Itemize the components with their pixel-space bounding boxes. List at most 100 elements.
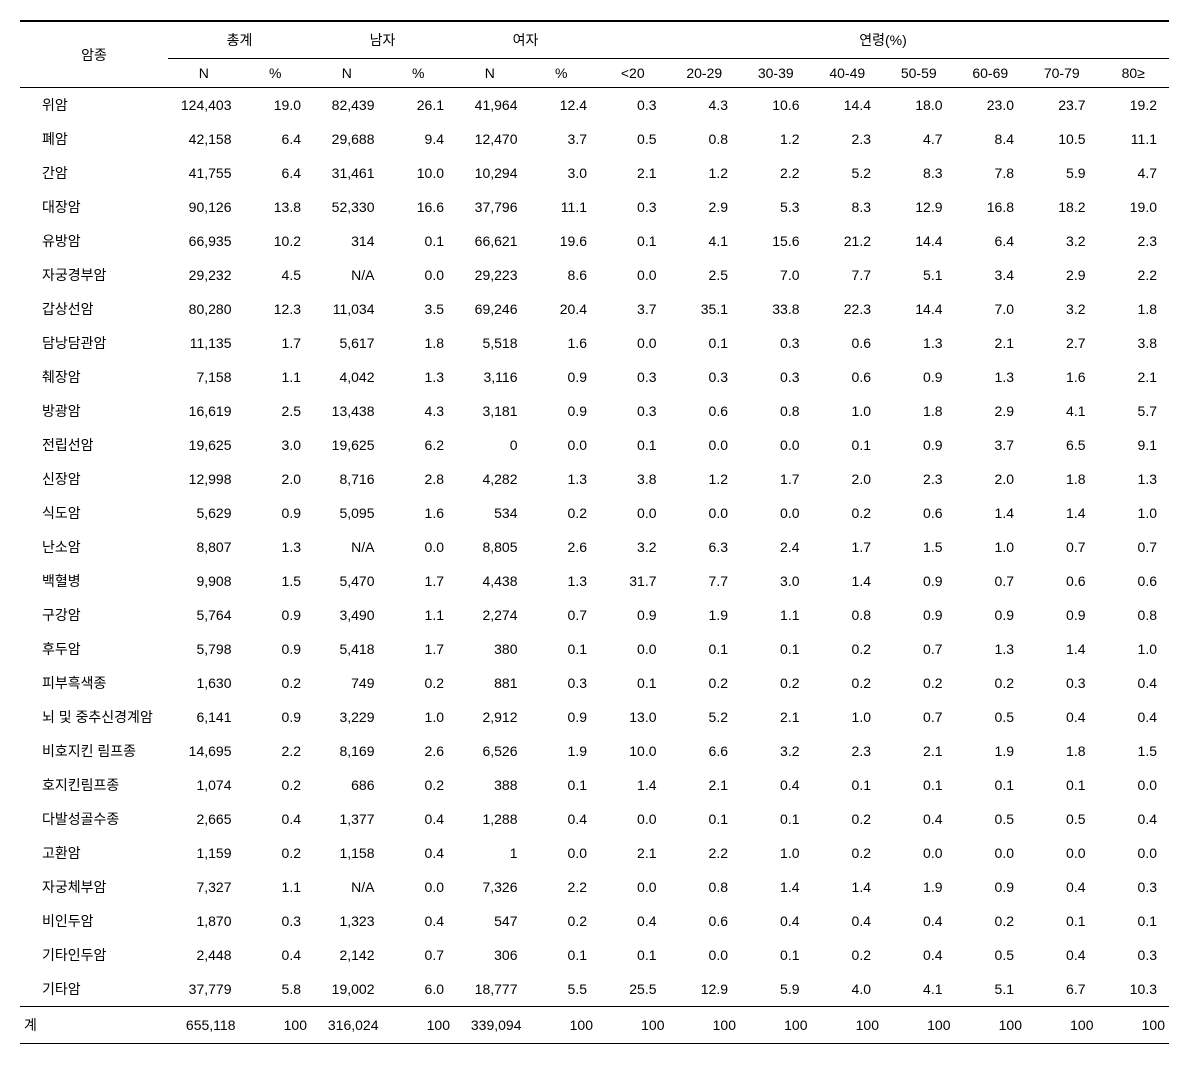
- cell-male-n: 1,158: [311, 836, 383, 870]
- cell-age-70-79: 10.5: [1026, 122, 1098, 156]
- header-male-n: N: [311, 59, 383, 88]
- cell-age-20-29: 1.2: [669, 462, 741, 496]
- cell-age-60-69: 2.0: [955, 462, 1027, 496]
- cell-female-pct: 0.0: [526, 836, 598, 870]
- cell-total-pct: 0.2: [240, 836, 312, 870]
- header-female: 여자: [454, 21, 597, 59]
- cell-total-pct: 10.2: [240, 224, 312, 258]
- cell-age-40-49: 0.2: [812, 836, 884, 870]
- cell-female-n: 12,470: [454, 122, 526, 156]
- cell-male-pct: 6.2: [383, 428, 455, 462]
- cell-cancer-name: 고환암: [20, 836, 168, 870]
- cell-age-50-59: 0.2: [883, 666, 955, 700]
- cell-total-pct: 1.5: [240, 564, 312, 598]
- cell-total-n: 19,625: [168, 428, 240, 462]
- cell-male-pct: 16.6: [383, 190, 455, 224]
- cell-male-n: 3,229: [311, 700, 383, 734]
- cell-age-lt20: 0.3: [597, 190, 669, 224]
- cell-age-60-69: 6.4: [955, 224, 1027, 258]
- cell-female-pct: 0.1: [526, 632, 598, 666]
- cell-cancer-name: 호지킨림프종: [20, 768, 168, 802]
- cell-male-n: 52,330: [311, 190, 383, 224]
- cell-age-50-59: 0.4: [883, 904, 955, 938]
- cell-age-30-39: 0.4: [740, 768, 812, 802]
- cell-age-50-59: 2.3: [883, 462, 955, 496]
- cell-total-pct: 19.0: [240, 88, 312, 123]
- table-row: 대장암90,12613.852,33016.637,79611.10.32.95…: [20, 190, 1169, 224]
- cell-female-n: 18,777: [454, 972, 526, 1007]
- cell-age-lt20: 0.0: [597, 632, 669, 666]
- cell-female-n: 66,621: [454, 224, 526, 258]
- cell-cancer-name: 뇌 및 중추신경계암: [20, 700, 168, 734]
- cell-age-30-39: 1.4: [740, 870, 812, 904]
- cell-female-pct: 0.7: [526, 598, 598, 632]
- cell-age-ge80: 0.8: [1098, 598, 1170, 632]
- cell-total-pct: 1.7: [240, 326, 312, 360]
- cell-male-n: 13,438: [311, 394, 383, 428]
- cell-total-n: 655,118: [168, 1007, 240, 1044]
- cell-age-50-59: 5.1: [883, 258, 955, 292]
- cell-age-ge80: 0.4: [1098, 802, 1170, 836]
- cell-male-n: 314: [311, 224, 383, 258]
- cell-age-40-49: 0.2: [812, 496, 884, 530]
- cell-total-pct: 6.4: [240, 156, 312, 190]
- cell-total-n: 42,158: [168, 122, 240, 156]
- cell-male-n: 19,625: [311, 428, 383, 462]
- cell-age-ge80: 0.0: [1098, 768, 1170, 802]
- cell-age-50-59: 14.4: [883, 224, 955, 258]
- header-age-40-49: 40-49: [812, 59, 884, 88]
- header-total-n: N: [168, 59, 240, 88]
- cell-male-pct: 0.2: [383, 666, 455, 700]
- cell-total-pct: 5.8: [240, 972, 312, 1007]
- cell-male-n: 19,002: [311, 972, 383, 1007]
- cell-age-70-79: 18.2: [1026, 190, 1098, 224]
- cell-age-40-49: 1.0: [812, 700, 884, 734]
- cell-age-20-29: 0.3: [669, 360, 741, 394]
- cell-age-lt20: 0.5: [597, 122, 669, 156]
- cell-total-n: 11,135: [168, 326, 240, 360]
- cell-male-pct: 6.0: [383, 972, 455, 1007]
- cell-age-lt20: 0.1: [597, 428, 669, 462]
- cell-age-ge80: 0.7: [1098, 530, 1170, 564]
- cell-age-40-49: 2.0: [812, 462, 884, 496]
- cell-age-70-79: 4.1: [1026, 394, 1098, 428]
- cell-male-n: 82,439: [311, 88, 383, 123]
- header-age-70-79: 70-79: [1026, 59, 1098, 88]
- cell-age-ge80: 1.3: [1098, 462, 1170, 496]
- cell-total-pct: 2.2: [240, 734, 312, 768]
- cell-age-30-39: 2.4: [740, 530, 812, 564]
- cell-age-lt20: 3.2: [597, 530, 669, 564]
- cell-age-20-29: 0.0: [669, 496, 741, 530]
- cell-age-lt20: 0.1: [597, 938, 669, 972]
- cell-female-pct: 5.5: [526, 972, 598, 1007]
- cell-male-pct: 1.8: [383, 326, 455, 360]
- cell-cancer-name: 폐암: [20, 122, 168, 156]
- cell-female-pct: 2.2: [526, 870, 598, 904]
- cell-age-50-59: 1.9: [883, 870, 955, 904]
- cell-age-ge80: 1.5: [1098, 734, 1170, 768]
- cell-age-70-79: 23.7: [1026, 88, 1098, 123]
- cell-total-n: 2,665: [168, 802, 240, 836]
- cell-age-60-69: 0.5: [955, 802, 1027, 836]
- table-row: 췌장암7,1581.14,0421.33,1160.90.30.30.30.60…: [20, 360, 1169, 394]
- cell-female-pct: 1.9: [526, 734, 598, 768]
- cell-female-pct: 0.1: [526, 768, 598, 802]
- cell-age-60-69: 2.9: [955, 394, 1027, 428]
- cell-total-pct: 100: [240, 1007, 312, 1044]
- cell-age-lt20: 10.0: [597, 734, 669, 768]
- cell-age-20-29: 2.5: [669, 258, 741, 292]
- cell-male-n: 5,617: [311, 326, 383, 360]
- cell-age-20-29: 0.0: [669, 938, 741, 972]
- cell-age-20-29: 0.8: [669, 122, 741, 156]
- cell-age-30-39: 1.1: [740, 598, 812, 632]
- cell-age-70-79: 0.4: [1026, 700, 1098, 734]
- cell-cancer-name: 자궁경부암: [20, 258, 168, 292]
- cell-age-70-79: 3.2: [1026, 292, 1098, 326]
- cell-female-pct: 3.0: [526, 156, 598, 190]
- cell-age-20-29: 0.1: [669, 326, 741, 360]
- cell-female-n: 339,094: [454, 1007, 526, 1044]
- header-age-lt20: <20: [597, 59, 669, 88]
- cell-cancer-name: 신장암: [20, 462, 168, 496]
- cell-age-60-69: 0.1: [955, 768, 1027, 802]
- cell-age-50-59: 12.9: [883, 190, 955, 224]
